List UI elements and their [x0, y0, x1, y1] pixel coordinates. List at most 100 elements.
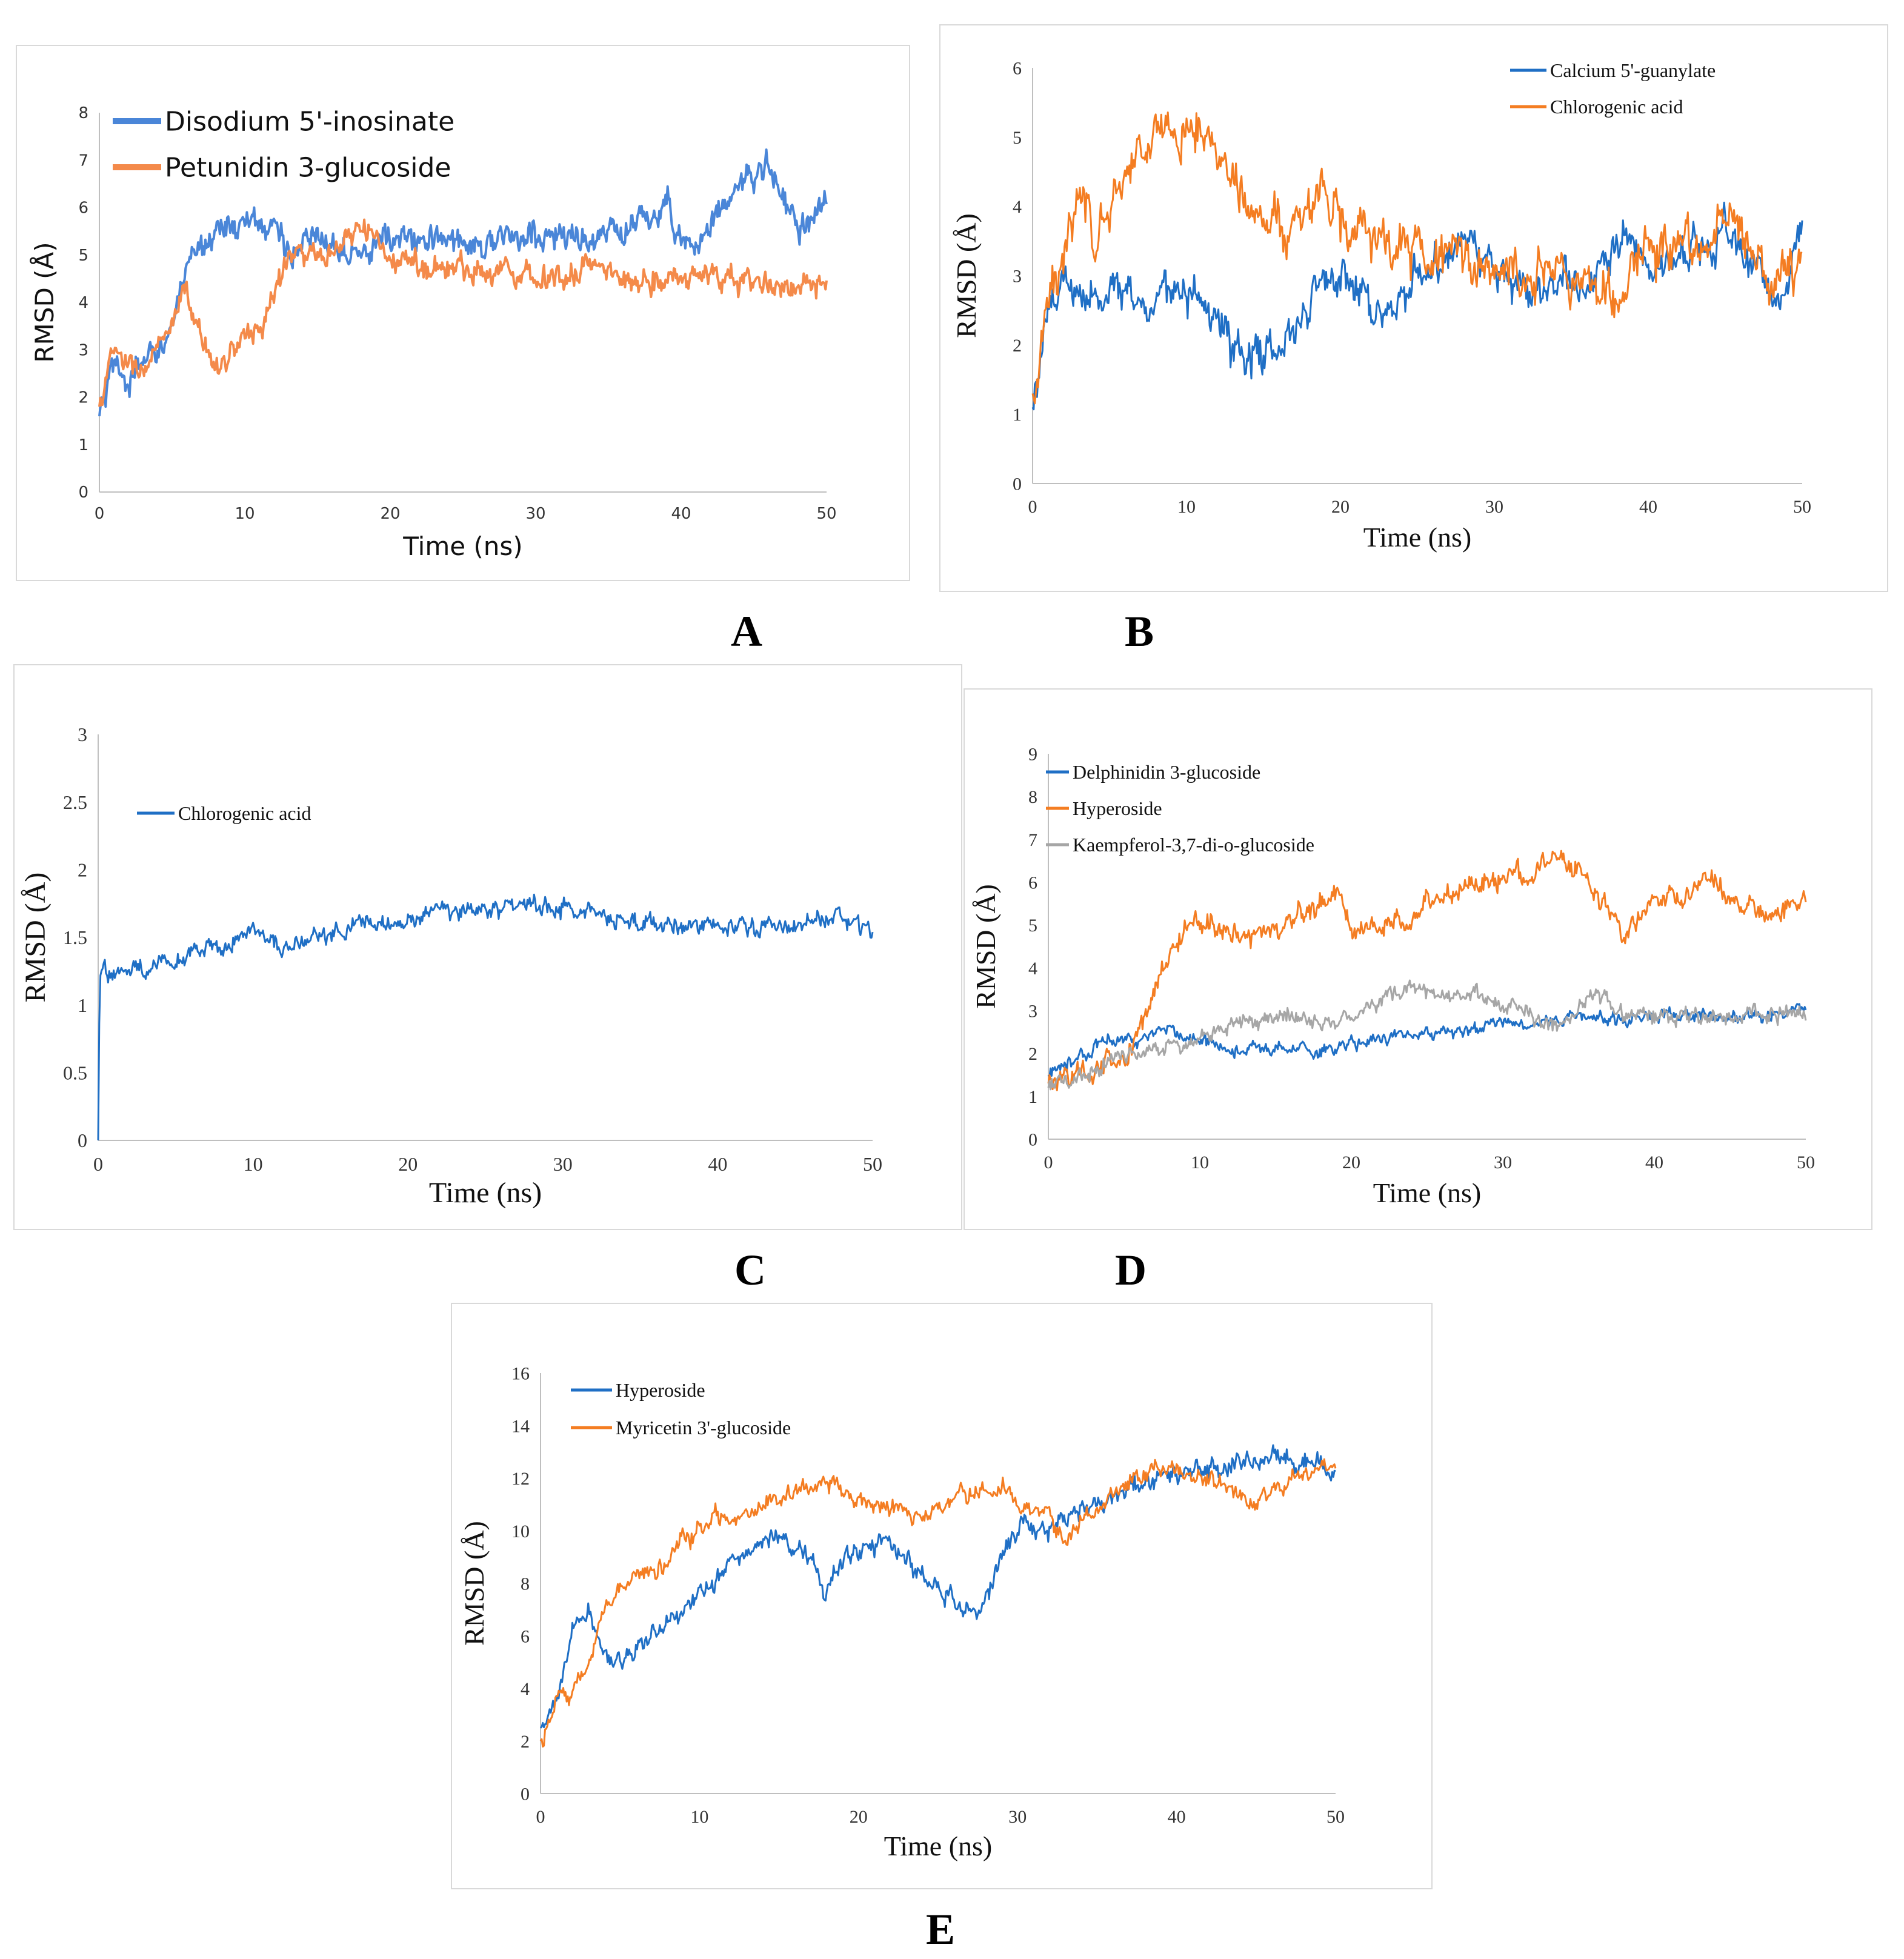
series-line-0	[98, 148, 828, 417]
x-tick-label: 0	[95, 505, 105, 523]
y-tick-label: 0	[521, 1784, 530, 1804]
legend-label: Petunidin 3-glucoside	[165, 152, 451, 183]
y-tick-label: 1.5	[63, 926, 87, 948]
legend-label: Chlorogenic acid	[178, 802, 311, 824]
y-tick-label: 4	[1028, 959, 1037, 979]
x-axis-label: Time (ns)	[884, 1831, 993, 1861]
y-tick-label: 1	[78, 994, 87, 1016]
y-tick-label: 3	[1028, 1002, 1037, 1022]
legend-label: Calcium 5'-guanylate	[1550, 59, 1716, 81]
x-tick-label: 0	[93, 1153, 103, 1175]
y-tick-label: 7	[1028, 830, 1037, 850]
rmsd-chart-a: 0 1 2 3 4 5 6 7 8 0 10 20 30 40 50 Time (ns) RMSD (Å) Dis…	[29, 104, 837, 561]
legend-label: Delphinidin 3-glucoside	[1073, 761, 1260, 783]
x-tick-label: 50	[1793, 497, 1811, 517]
y-tick-label: 0	[78, 1129, 87, 1151]
y-tick-label: 7	[78, 151, 88, 170]
x-tick-label: 10	[690, 1807, 708, 1827]
y-axis-label: RMSD (Å)	[970, 884, 1001, 1009]
series-line-0	[97, 893, 874, 1141]
y-tick-label: 8	[521, 1574, 530, 1594]
x-tick-label: 50	[1797, 1152, 1815, 1172]
chart-panel-d: 0 1 2 3 4 5 6 7 8 9 0 10 20 30 40 50 Time (ns) RMSD (Å) De…	[964, 688, 1872, 1230]
legend-label: Hyperoside	[616, 1379, 705, 1401]
y-tick-label: 1	[1028, 1087, 1037, 1107]
y-tick-label: 0	[1028, 1130, 1037, 1150]
panel-label-a: A	[731, 607, 762, 656]
rmsd-chart-d: 0 1 2 3 4 5 6 7 8 9 0 10 20 30 40 50 Time (ns) RMSD (Å) De…	[970, 745, 1815, 1209]
y-tick-label: 5	[78, 247, 88, 265]
y-tick-label: 6	[78, 199, 88, 218]
y-tick-label: 14	[511, 1416, 530, 1436]
x-tick-label: 30	[1008, 1807, 1027, 1827]
y-tick-label: 3	[78, 341, 88, 359]
y-tick-label: 8	[78, 104, 88, 122]
y-tick-label: 2	[78, 389, 88, 407]
x-axis-label: Time (ns)	[1373, 1177, 1482, 1208]
series-line-0	[539, 1444, 1336, 1729]
y-tick-label: 1	[78, 436, 88, 454]
y-tick-label: 4	[1013, 197, 1022, 217]
y-axis-label: RMSD (Å)	[951, 213, 982, 338]
x-tick-label: 50	[816, 505, 836, 523]
y-tick-label: 0	[1013, 474, 1022, 494]
x-tick-label: 20	[1331, 497, 1350, 517]
y-tick-label: 10	[511, 1522, 530, 1542]
x-tick-label: 10	[1191, 1152, 1209, 1172]
x-tick-label: 50	[863, 1153, 882, 1175]
legend-label: Disodium 5'-inosinate	[165, 106, 454, 137]
x-tick-label: 40	[1645, 1152, 1663, 1172]
series-line-1	[1031, 111, 1803, 405]
x-axis-label: Time (ns)	[429, 1177, 542, 1209]
y-tick-label: 0.5	[63, 1062, 87, 1084]
y-tick-label: 3	[78, 723, 87, 745]
y-tick-label: 6	[1028, 873, 1037, 893]
y-tick-label: 4	[521, 1679, 530, 1699]
series-line-2	[1047, 979, 1807, 1091]
y-axis-label: RMSD (Å)	[19, 873, 52, 1003]
y-tick-label: 8	[1028, 787, 1037, 807]
y-tick-label: 4	[78, 294, 88, 312]
x-tick-label: 10	[244, 1153, 263, 1175]
panel-label-e: E	[925, 1905, 956, 1954]
x-tick-label: 40	[708, 1153, 727, 1175]
rmsd-chart-e: 0 2 4 6 8 10 12 14 16 0 10 20 30 40 50 Time (ns) RMSD (Å…	[459, 1364, 1345, 1862]
x-tick-label: 20	[398, 1153, 418, 1175]
series-line-1	[539, 1458, 1337, 1748]
y-tick-label: 12	[511, 1469, 530, 1489]
x-tick-label: 50	[1326, 1807, 1345, 1827]
legend-label: Kaempferol-3,7-di-o-glucoside	[1073, 834, 1314, 856]
y-tick-label: 2	[1013, 336, 1022, 356]
x-axis-label: Time (ns)	[1363, 522, 1472, 553]
legend-label: Hyperoside	[1073, 797, 1162, 819]
x-tick-label: 20	[1342, 1152, 1360, 1172]
x-tick-label: 30	[553, 1153, 573, 1175]
x-tick-label: 20	[850, 1807, 868, 1827]
x-tick-label: 0	[536, 1807, 545, 1827]
panel-label-d: D	[1115, 1246, 1147, 1294]
y-tick-label: 3	[1013, 267, 1022, 287]
rmsd-chart-b: 0 1 2 3 4 5 6 0 10 20 30 40 50 Time (ns) RMSD (Å) Calci…	[951, 59, 1811, 553]
chart-panel-e: 0 2 4 6 8 10 12 14 16 0 10 20 30 40 50 Time (ns) RMSD (Å…	[451, 1303, 1433, 1889]
panel-label-c: C	[734, 1246, 766, 1294]
y-tick-label: 6	[1013, 59, 1022, 79]
x-tick-label: 40	[1168, 1807, 1186, 1827]
legend-label: Chlorogenic acid	[1550, 96, 1683, 118]
series-line-0	[1047, 1003, 1807, 1079]
panel-label-b: B	[1124, 607, 1154, 656]
series-line-0	[1031, 201, 1803, 411]
y-tick-label: 6	[521, 1626, 530, 1646]
series-line-1	[98, 218, 828, 407]
x-tick-label: 20	[380, 505, 400, 523]
x-tick-label: 0	[1044, 1152, 1053, 1172]
x-tick-label: 30	[1494, 1152, 1512, 1172]
chart-panel-b: 0 1 2 3 4 5 6 0 10 20 30 40 50 Time (ns) RMSD (Å) Calci…	[939, 24, 1888, 592]
series-line-1	[1047, 850, 1807, 1091]
y-tick-label: 1	[1013, 405, 1022, 425]
x-tick-label: 40	[1639, 497, 1657, 517]
y-tick-label: 5	[1028, 916, 1037, 936]
chart-panel-c: 0 0.5 1 1.5 2 2.5 3 0 10 20 30 40 50 Time (ns) RMSD (Å…	[13, 664, 962, 1230]
x-axis-label: Time (ns)	[402, 531, 522, 561]
y-tick-label: 16	[511, 1364, 530, 1384]
x-tick-label: 0	[1028, 497, 1037, 517]
